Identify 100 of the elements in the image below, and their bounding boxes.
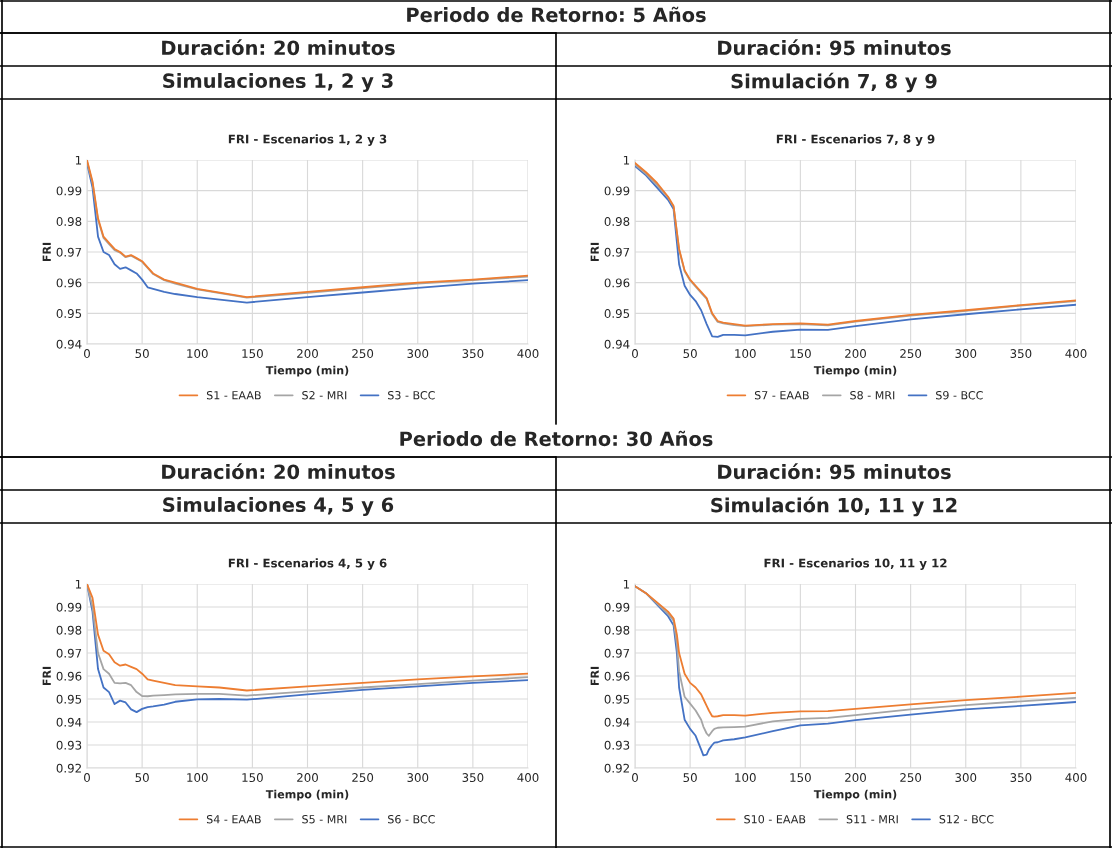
x-tick-label: 0 [632,349,638,358]
y-tick-label: 0.99 [604,602,630,612]
text: Periodo de Retorno: 30 Años [400,430,713,447]
x-tick-label: 150 [242,773,263,782]
legend-label: S2 - MRI [302,391,347,400]
legend-label: S11 - MRI [846,815,898,824]
x-tick-label: 150 [242,349,263,358]
text: Simulación 7, 8 y 9 [731,72,937,93]
y-tick-label: 0.97 [56,648,82,658]
x-tick-label: 250 [900,773,922,782]
x-tick-label: 250 [352,349,374,358]
y-tick-label: 0.98 [56,217,82,226]
text: Duración: 20 minutos [162,463,395,480]
x-tick-label: 50 [135,773,149,782]
y-tick-label: 0.96 [56,671,82,681]
x-tick-label: 300 [955,349,977,358]
y-tick-label: 0.94 [604,717,630,727]
y-tick-label: 0.96 [604,278,630,288]
y-tick-label: 1 [75,579,82,589]
x-tick-label: 100 [735,773,756,782]
legend-label: S1 - EAAB [206,391,261,400]
legend-label: S7 - EAAB [754,391,809,400]
y-tick-label: 0.94 [56,339,82,349]
legend-label: S8 - MRI [850,391,895,400]
x-tick-label: 200 [845,773,866,782]
x-tick-label: 0 [84,349,90,358]
x-axis-title: Tiempo (min) [265,789,349,801]
x-axis-title: Tiempo (min) [813,789,897,801]
x-tick-label: 400 [1065,773,1087,782]
x-tick-label: 350 [462,773,484,782]
y-tick-label: 0.97 [56,247,82,257]
x-tick-label: 0 [84,773,90,782]
y-tick-label: 0.95 [604,694,630,704]
y-tick-label: 0.99 [56,186,82,196]
y-tick-label: 0.96 [56,278,82,288]
chart-title: FRI - Escenarios 1, 2 y 3 [228,134,387,146]
x-tick-label: 300 [407,349,429,358]
chart-title: FRI - Escenarios 4, 5 y 6 [228,558,387,570]
legend-label: S3 - BCC [388,391,435,400]
chart-title: FRI - Escenarios 10, 11 y 12 [764,558,947,570]
y-axis-title: FRI [42,666,51,686]
x-tick-label: 150 [790,349,811,358]
x-tick-label: 100 [735,349,756,358]
y-tick-label: 0.95 [56,694,82,704]
x-tick-label: 200 [297,349,318,358]
legend-label: S4 - EAAB [206,815,261,824]
text: Duración: 95 minutos [718,39,951,56]
y-tick-label: 0.94 [604,339,630,349]
text: Simulaciones 1, 2 y 3 [163,73,393,92]
text: Periodo de Retorno: 5 Años [407,6,706,23]
legend-label: S10 - EAAB [744,815,806,824]
x-tick-label: 0 [632,773,638,782]
x-tick-label: 250 [900,349,922,358]
y-tick-label: 0.95 [56,309,82,318]
legend-label: S12 - BCC [939,815,994,824]
text: Duración: 95 minutos [718,463,951,480]
y-tick-label: 0.98 [604,217,630,226]
x-tick-label: 200 [297,773,318,782]
x-tick-label: 400 [517,349,539,358]
legend-label: S9 - BCC [936,391,983,400]
y-tick-label: 1 [623,579,630,589]
x-tick-label: 50 [683,773,697,782]
x-tick-label: 50 [683,349,697,358]
x-tick-label: 400 [1065,349,1087,358]
y-tick-label: 0.98 [604,625,630,635]
y-axis-title: FRI [42,242,51,262]
x-tick-label: 350 [1010,773,1032,782]
y-tick-label: 0.93 [56,740,82,750]
x-tick-label: 300 [407,773,429,782]
x-tick-label: 350 [1010,349,1032,358]
text: Simulación 10, 11 y 12 [711,496,957,517]
text: Duración: 20 minutos [162,39,395,56]
legend-label: S6 - BCC [388,815,435,824]
y-axis-title: FRI [590,666,599,686]
legend-label: S5 - MRI [302,815,347,824]
y-tick-label: 0.97 [604,247,630,257]
x-tick-label: 400 [517,773,539,782]
y-tick-label: 0.94 [56,717,82,727]
x-tick-label: 300 [955,773,977,782]
x-tick-label: 50 [135,349,149,358]
chart-title: FRI - Escenarios 7, 8 y 9 [776,134,935,146]
y-tick-label: 0.95 [604,309,630,318]
y-tick-label: 0.93 [604,740,630,750]
x-axis-title: Tiempo (min) [265,365,349,377]
y-tick-label: 0.98 [56,625,82,635]
y-tick-label: 0.92 [56,763,81,773]
text: Simulaciones 4, 5 y 6 [163,497,394,516]
x-tick-label: 100 [187,773,208,782]
y-tick-label: 0.99 [604,186,630,196]
x-tick-label: 200 [845,349,866,358]
x-tick-label: 350 [462,349,484,358]
y-tick-label: 0.92 [604,763,629,773]
y-tick-label: 0.99 [56,602,82,612]
x-tick-label: 150 [790,773,811,782]
x-axis-title: Tiempo (min) [813,365,897,377]
x-tick-label: 250 [352,773,374,782]
y-tick-label: 0.96 [604,671,630,681]
y-axis-title: FRI [590,242,599,262]
y-tick-label: 0.97 [604,648,630,658]
y-tick-label: 1 [623,155,630,165]
